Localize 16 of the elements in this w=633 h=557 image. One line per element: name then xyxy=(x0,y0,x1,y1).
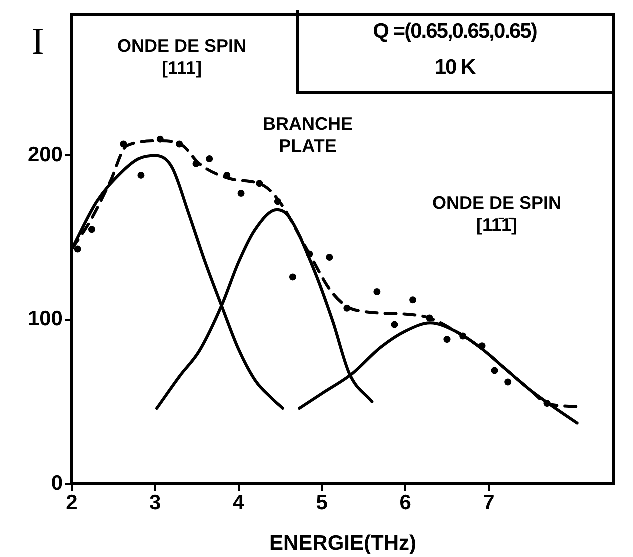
x-tick-label: 6 xyxy=(400,491,412,514)
annotation: BRANCHE PLATE xyxy=(263,114,353,156)
x-tick-label: 2 xyxy=(66,491,78,514)
y-tick-label: 200 xyxy=(28,144,63,167)
x-axis-title: ENERGIE(THz) xyxy=(270,532,416,556)
annotation: ONDE DE SPIN [11̄1̄] xyxy=(432,192,562,235)
x-tick-label: 7 xyxy=(483,491,495,514)
annotation: Q =(0.65,0.65,0.65) xyxy=(372,19,538,45)
x-tick-label: 5 xyxy=(316,491,328,514)
x-tick-label: 3 xyxy=(150,491,162,514)
annotation: 10 K xyxy=(434,55,477,81)
y-tick-label: 100 xyxy=(28,308,63,331)
x-tick-label: 4 xyxy=(232,491,245,514)
y-axis-title: I xyxy=(32,20,44,63)
annotation: ONDE DE SPIN [111] xyxy=(117,36,247,78)
y-tick-label: 0 xyxy=(51,472,63,495)
